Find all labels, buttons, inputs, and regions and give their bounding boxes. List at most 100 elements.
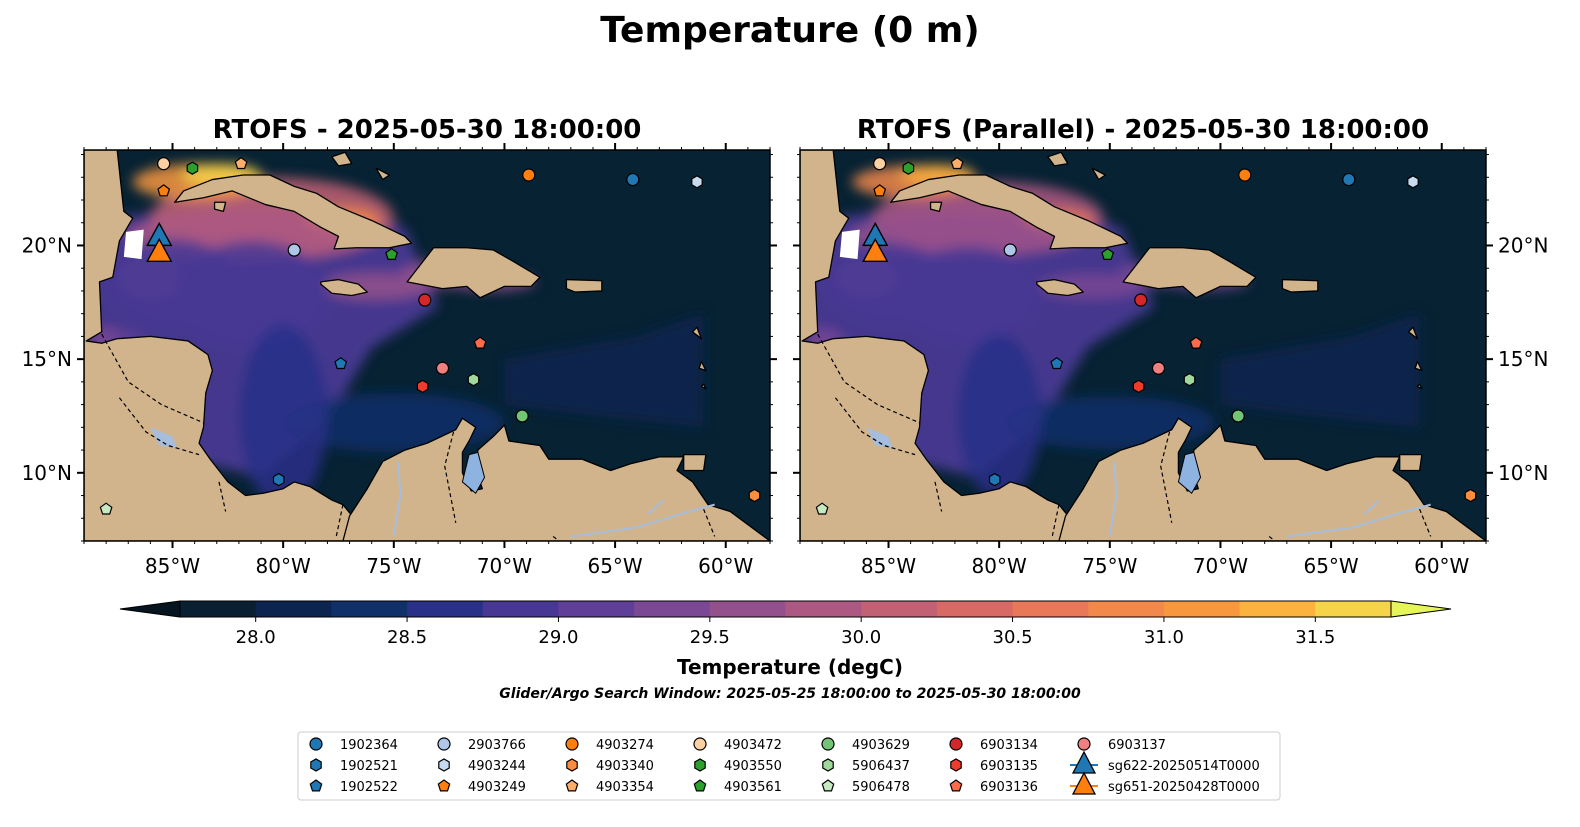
float-marker-4903354 <box>234 156 248 170</box>
legend-marker-6903135 <box>950 758 962 772</box>
land <box>800 150 1084 541</box>
legend-marker-6903134 <box>949 737 963 751</box>
colorbar-segment <box>407 601 484 617</box>
y-tick-label: 15°N <box>22 347 72 371</box>
map-area <box>800 150 1486 541</box>
legend-marker-4903244 <box>438 758 450 772</box>
float-marker-6903137 <box>435 361 450 375</box>
float-marker-6903136 <box>473 336 487 349</box>
colorbar-tick-label: 29.5 <box>690 627 730 648</box>
float-marker-1902522 <box>1050 356 1064 370</box>
float-marker-5906478 <box>99 502 113 515</box>
colorbar-extend-max <box>1390 600 1452 618</box>
float-marker-4903354 <box>950 156 964 170</box>
legend-label: 4903244 <box>468 759 526 774</box>
panel-title: RTOFS (Parallel) - 2025-05-30 18:00:00 <box>857 115 1429 145</box>
land <box>174 174 413 250</box>
colorbar-segment <box>331 601 408 617</box>
legend-label: 1902364 <box>340 738 398 753</box>
float-marker-6903134 <box>1134 293 1148 307</box>
border-line <box>1160 431 1173 523</box>
glider-marker-sg651-20250428T0000 <box>862 237 889 262</box>
float-marker-4903249 <box>157 184 171 197</box>
colorbar-segment <box>1315 601 1392 617</box>
float-marker-4903274 <box>1238 168 1252 182</box>
legend-marker-6903136 <box>949 779 963 792</box>
land <box>1399 453 1423 472</box>
colorbar-extend-min <box>119 600 181 618</box>
x-tick-label: 75°W <box>366 554 421 578</box>
land <box>213 201 227 213</box>
legend-label: 4903249 <box>468 780 526 795</box>
land <box>698 360 707 372</box>
land <box>84 150 368 541</box>
colorbar-segment <box>634 601 711 617</box>
glider-marker-sg651-20250428T0000 <box>146 237 173 262</box>
border-line <box>444 431 457 523</box>
float-marker-4903249 <box>873 184 887 197</box>
legend-label: 4903550 <box>724 759 782 774</box>
float-marker-4903244 <box>1407 175 1419 189</box>
river <box>1286 503 1431 538</box>
x-tick-label: 85°W <box>861 554 916 578</box>
legend-marker-1902364 <box>309 737 323 751</box>
float-marker-1902522 <box>334 356 348 370</box>
float-marker-1902364 <box>1342 172 1356 187</box>
colorbar-tick-label: 30.5 <box>993 627 1033 648</box>
float-marker-4903629 <box>1231 409 1245 423</box>
float-marker-4903629 <box>515 409 529 423</box>
land <box>406 247 541 299</box>
x-tick-label: 60°W <box>698 554 753 578</box>
colorbar-segment <box>1088 601 1165 617</box>
colorbar-tick-label: 31.0 <box>1144 627 1184 648</box>
x-tick-label: 70°W <box>1193 554 1248 578</box>
legend-marker-6903137 <box>1077 737 1091 751</box>
y-tick-label: 15°N <box>1498 347 1548 371</box>
map-frame <box>83 149 771 542</box>
legend-marker-4903472 <box>693 737 707 751</box>
legend-marker-4903249 <box>437 779 451 792</box>
x-tick-label: 80°W <box>256 554 311 578</box>
colorbar-segment <box>785 601 862 617</box>
land <box>1036 278 1084 297</box>
float-marker-6903135 <box>1132 379 1145 394</box>
land <box>320 278 368 297</box>
colorbar-segment <box>255 601 332 617</box>
colorbar-segment <box>1012 601 1089 617</box>
colorbar-segment <box>1239 601 1316 617</box>
float-marker-2903766 <box>1003 243 1017 257</box>
legend-marker-4903340 <box>566 758 578 772</box>
panel-title: RTOFS - 2025-05-30 18:00:00 <box>213 115 642 145</box>
border-line <box>118 397 200 456</box>
legend-marker-4903561 <box>693 779 707 792</box>
land <box>1414 360 1423 372</box>
land <box>1122 247 1257 299</box>
river <box>1108 461 1118 537</box>
colorbar-tick-label: 29.0 <box>538 627 578 648</box>
legend-label: 6903136 <box>980 780 1038 795</box>
legend-label: 6903135 <box>980 759 1038 774</box>
lake-nicaragua <box>866 427 893 448</box>
legend-marker-1902521 <box>310 758 322 772</box>
land <box>1047 151 1069 167</box>
legend-label: 5906478 <box>852 780 910 795</box>
colorbar-frame <box>179 600 1392 618</box>
border-line <box>934 481 943 512</box>
float-marker-6903135 <box>416 379 429 394</box>
land <box>1407 326 1419 340</box>
legend-label: 1902521 <box>340 759 398 774</box>
legend-label: 5906437 <box>852 759 910 774</box>
float-marker-4903274 <box>522 168 536 182</box>
border-line <box>1419 508 1432 537</box>
legend-label: 4903561 <box>724 780 782 795</box>
land <box>1091 167 1107 181</box>
colorbar-segment <box>936 601 1014 617</box>
missing-data-patch <box>123 229 144 260</box>
colorbar-segment <box>558 601 635 617</box>
x-tick-label: 85°W <box>145 554 200 578</box>
legend-marker-4903550 <box>694 758 706 772</box>
colorbar-label: Temperature (degC) <box>677 655 903 679</box>
float-marker-5906437 <box>467 372 480 387</box>
float-marker-4903561 <box>1101 247 1115 260</box>
colorbar: 28.0 28.5 29.0 29.5 30.0 30.5 31.0 31.5 <box>119 600 1452 648</box>
